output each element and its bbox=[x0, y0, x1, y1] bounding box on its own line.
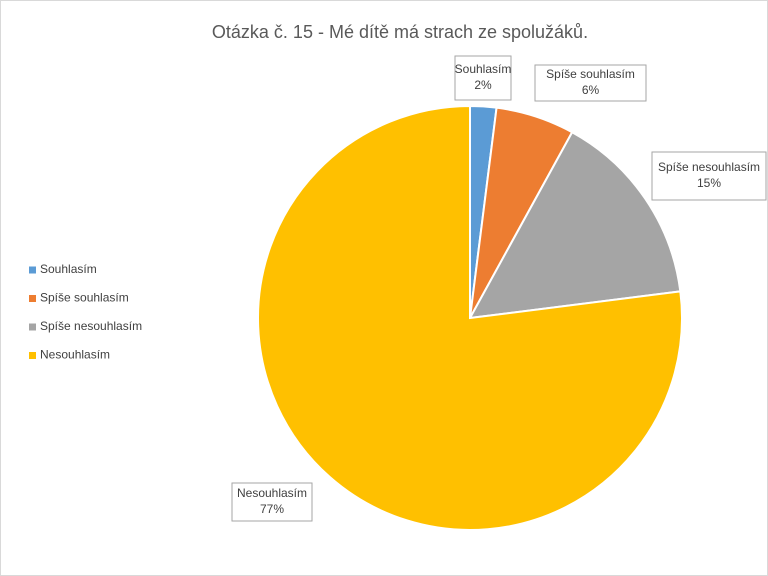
data-label-box bbox=[651, 151, 767, 201]
data-label-value: 77% bbox=[260, 502, 284, 516]
data-label-category: Souhlasím bbox=[455, 62, 512, 76]
legend-swatch bbox=[29, 323, 36, 331]
legend-label: Souhlasím bbox=[40, 262, 97, 276]
data-label-category: Nesouhlasím bbox=[237, 486, 307, 500]
legend-swatch bbox=[29, 352, 36, 359]
data-label-box bbox=[231, 482, 313, 522]
data-label-category: Spíše souhlasím bbox=[546, 67, 635, 81]
legend-swatch bbox=[29, 266, 36, 274]
legend-label: Nesouhlasím bbox=[40, 348, 110, 362]
data-label-box bbox=[454, 55, 512, 101]
pie-slice bbox=[468, 130, 682, 320]
data-label-value: 6% bbox=[582, 83, 600, 97]
data-label-value: 2% bbox=[474, 78, 492, 92]
data-label-value: 15% bbox=[697, 176, 721, 190]
data-label-category: Spíše nesouhlasím bbox=[658, 160, 760, 174]
legend-label: Spíše souhlasím bbox=[40, 291, 129, 305]
data-label-box bbox=[534, 64, 647, 102]
legend-label: Spíše nesouhlasím bbox=[40, 319, 142, 333]
pie-slice bbox=[257, 104, 683, 531]
chart-title: Otázka č. 15 - Mé dítě má strach ze spol… bbox=[212, 22, 588, 42]
legend-swatch bbox=[29, 295, 36, 302]
